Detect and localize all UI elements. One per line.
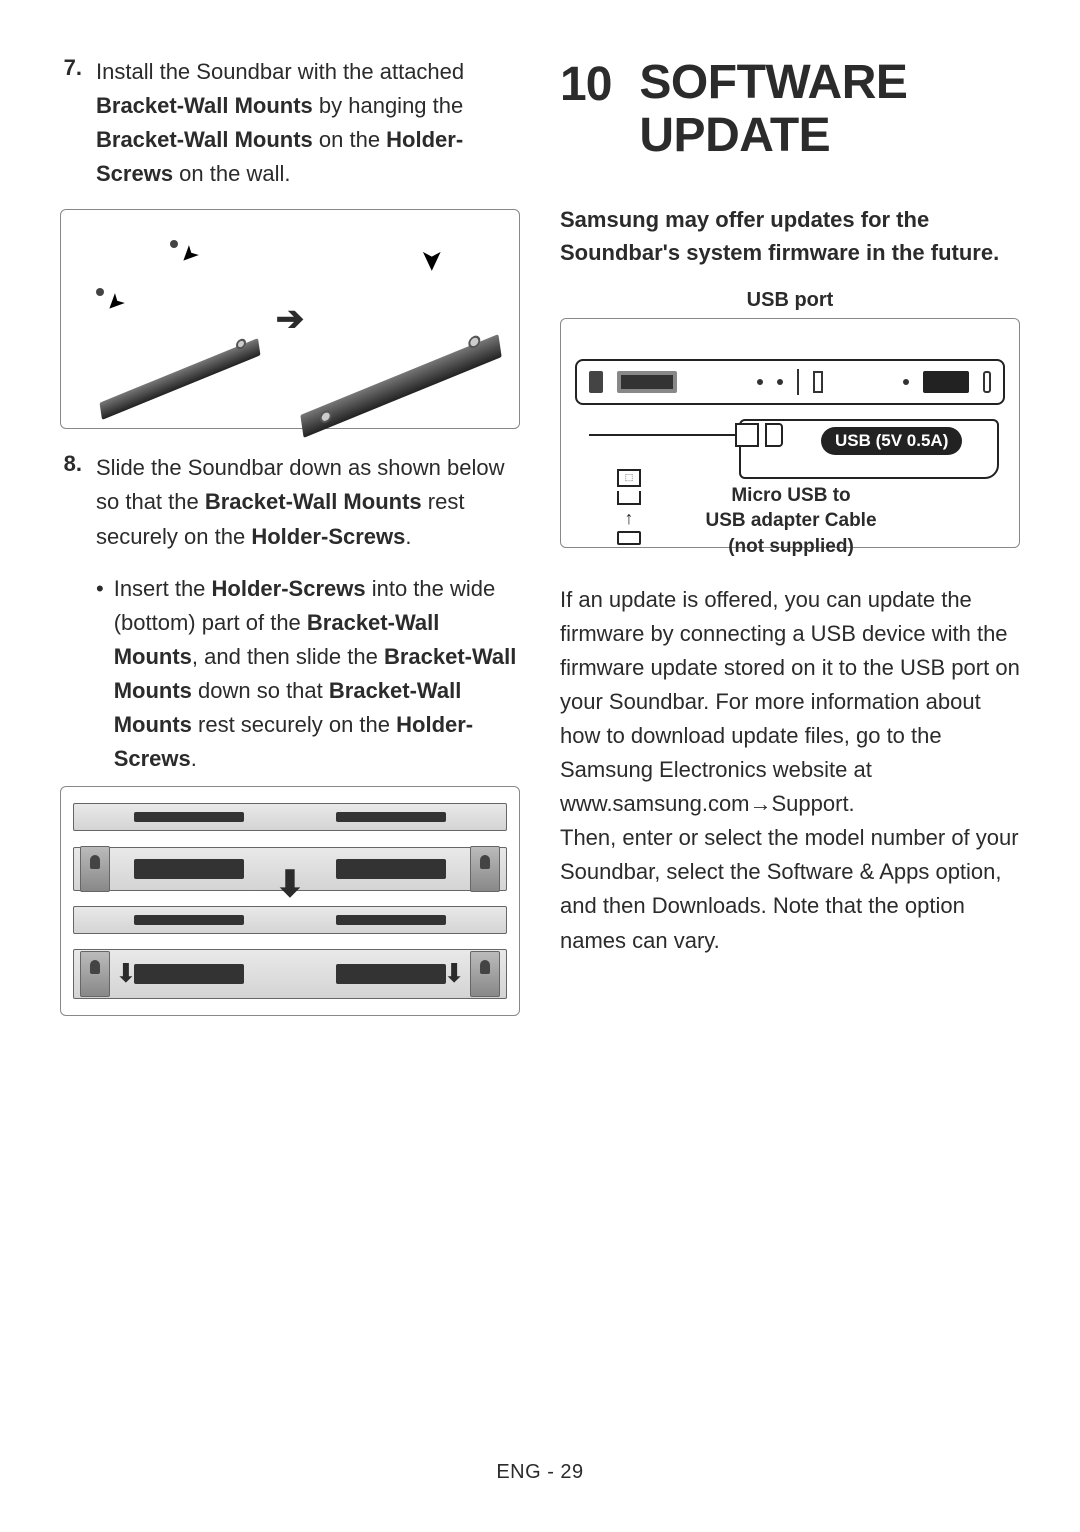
micro-label-line2: USB adapter Cable: [705, 510, 876, 531]
bracket-icon: [468, 334, 482, 350]
arrow-icon: ➤: [174, 240, 205, 271]
page-footer: ENG - 29: [0, 1461, 1080, 1484]
bracket-icon: [319, 409, 333, 425]
soundbar-icon: [300, 334, 501, 438]
soundbar-icon: [100, 338, 261, 420]
micro-label-line1: Micro USB to: [731, 485, 850, 506]
micro-usb-label: Micro USB to USB adapter Cable (not supp…: [691, 483, 891, 560]
section-number: 10: [560, 57, 611, 112]
bullet-dot-icon: •: [96, 572, 104, 777]
figure-usb-update: USB (5V 0.5A) ⬚ ↑ Micro USB to USB adapt…: [560, 318, 1020, 548]
micro-label-line3: (not supplied): [728, 536, 854, 557]
step-8-bullet-text: Insert the Holder-Screws into the wide (…: [114, 572, 520, 777]
arrow-down-icon: ➤: [416, 249, 449, 272]
bracket-end-icon: [470, 846, 500, 892]
step-8: 8. Slide the Soundbar down as shown belo…: [60, 451, 520, 553]
step-8-bullet: • Insert the Holder-Screws into the wide…: [96, 572, 520, 777]
section-header: 10 SOFTWARE UPDATE: [560, 57, 1020, 163]
figure-install-soundbar: ➤ ➤ ➔ ➤: [60, 209, 520, 429]
right-column: 10 SOFTWARE UPDATE Samsung may offer upd…: [560, 55, 1020, 1038]
soundbar-back-icon: [575, 359, 1005, 405]
body-para-1: If an update is offered, you can update …: [560, 587, 1020, 782]
usb-cable-icon: [589, 434, 749, 436]
bracket-icon: [235, 338, 246, 352]
step-8-number: 8.: [60, 451, 82, 553]
left-column: 7. Install the Soundbar with the attache…: [60, 55, 520, 1038]
usb-port-label: USB port: [560, 289, 1020, 312]
usb-plug-icon: [735, 423, 759, 447]
bracket-end-icon: [80, 846, 110, 892]
figure-slide-down: ⬇ ⬇ ⬇: [60, 786, 520, 1016]
arrow-right-icon: ➔: [276, 299, 305, 339]
bracket-end-icon: ⬇: [80, 951, 110, 997]
body-para-2: Then, enter or select the model number o…: [560, 825, 1019, 952]
soundbar-after-icon: [73, 906, 507, 934]
arrow-icon: ➤: [100, 288, 131, 319]
two-column-layout: 7. Install the Soundbar with the attache…: [60, 55, 1020, 1038]
intro-text: Samsung may offer updates for the Soundb…: [560, 203, 1020, 269]
arrow-down-icon: ⬇: [275, 863, 305, 905]
step-7-number: 7.: [60, 55, 82, 191]
bracket-end-icon: ⬇: [470, 951, 500, 997]
step-7: 7. Install the Soundbar with the attache…: [60, 55, 520, 191]
update-body-text: If an update is offered, you can update …: [560, 583, 1020, 958]
usb-stick-icon: ⬚ ↑: [617, 469, 641, 545]
soundbar-before-icon: [73, 803, 507, 831]
step-7-text: Install the Soundbar with the attached B…: [96, 55, 520, 191]
section-title: SOFTWARE UPDATE: [639, 57, 1020, 163]
body-url: www.samsung.com→Support.: [560, 791, 855, 816]
usb-socket-icon: [765, 423, 783, 447]
mount-bottom-icon: ⬇ ⬇: [73, 949, 507, 999]
arrow-down-icon: ⬇: [443, 958, 465, 989]
step-8-text: Slide the Soundbar down as shown below s…: [96, 451, 520, 553]
usb-spec-badge: USB (5V 0.5A): [821, 427, 962, 455]
